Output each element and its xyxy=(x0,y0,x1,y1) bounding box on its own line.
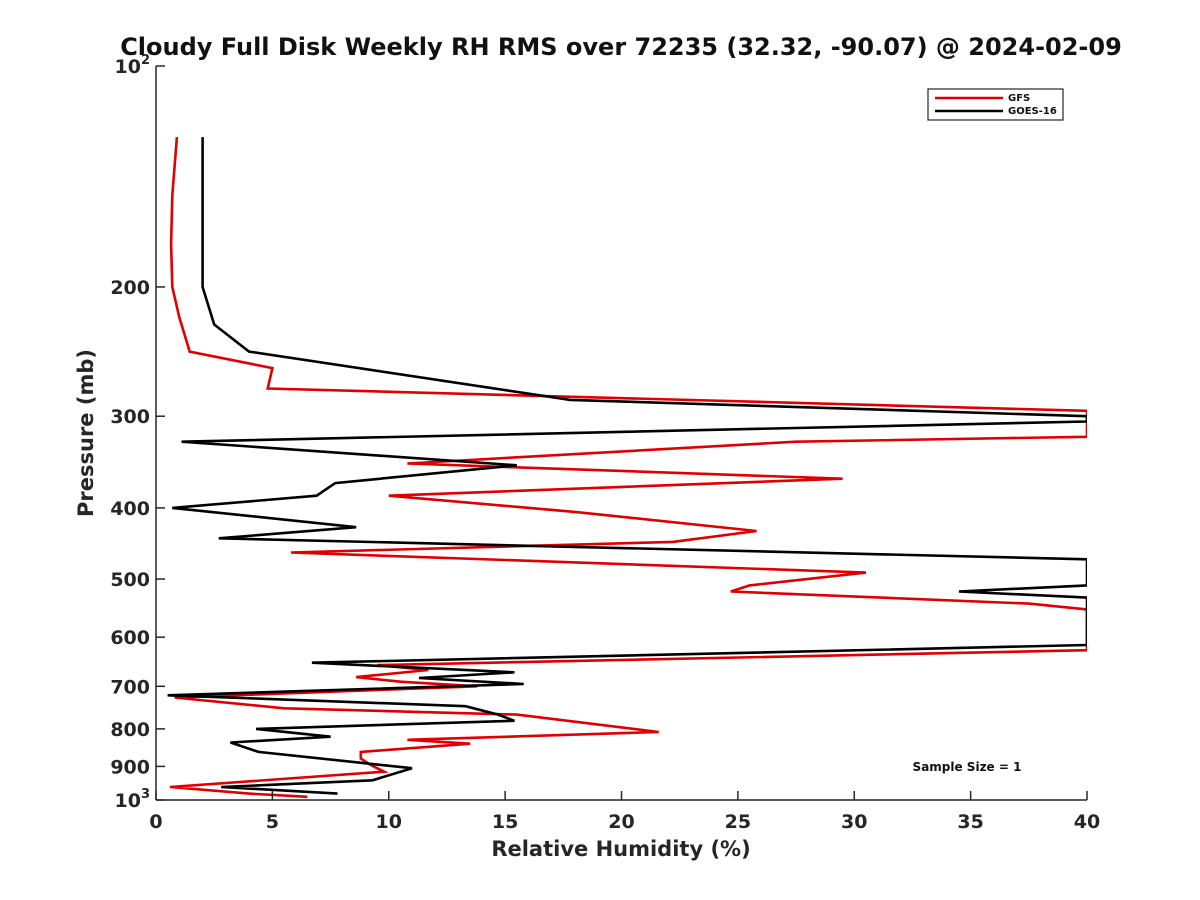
x-tick-label: 10 xyxy=(376,811,402,833)
y-tick-label: 300 xyxy=(110,406,150,428)
x-axis-label: Relative Humidity (%) xyxy=(491,837,750,861)
series-layer xyxy=(167,136,1087,799)
x-tick-label: 40 xyxy=(1074,811,1100,833)
y-ticks: 102 200 300 400 500 600 700 800 900 103 xyxy=(110,53,165,812)
legend-box xyxy=(927,88,1064,121)
x-tick-label: 5 xyxy=(266,811,279,833)
series-line-goes-16 xyxy=(167,137,1087,795)
x-tick-label: 0 xyxy=(149,811,162,833)
y-tick-label: 102 xyxy=(115,53,151,78)
y-tick-label: 700 xyxy=(110,676,150,698)
x-tick-label: 15 xyxy=(492,811,518,833)
x-ticks: 0 5 10 15 20 25 30 35 40 xyxy=(149,791,1100,833)
y-tick-label: 400 xyxy=(110,498,150,520)
y-tick-label: 200 xyxy=(110,277,150,299)
sample-size-annotation: Sample Size = 1 xyxy=(913,760,1022,774)
y-tick-label: 103 xyxy=(115,787,151,812)
legend: GFS GOES-16 xyxy=(927,88,1064,121)
y-axis-label: Pressure (mb) xyxy=(74,349,98,517)
x-tick-label: 35 xyxy=(957,811,983,833)
x-tick-label: 25 xyxy=(725,811,751,833)
series-line-gfs xyxy=(169,136,1087,799)
y-tick-label: 900 xyxy=(110,756,150,778)
x-tick-label: 20 xyxy=(608,811,634,833)
x-tick-label: 30 xyxy=(841,811,867,833)
legend-label-goes-16: GOES-16 xyxy=(1008,106,1057,117)
legend-label-gfs: GFS xyxy=(1008,93,1030,104)
chart-title: Cloudy Full Disk Weekly RH RMS over 7223… xyxy=(120,33,1122,61)
y-tick-label: 600 xyxy=(110,627,150,649)
y-tick-label: 800 xyxy=(110,719,150,741)
y-tick-label: 500 xyxy=(110,569,150,591)
